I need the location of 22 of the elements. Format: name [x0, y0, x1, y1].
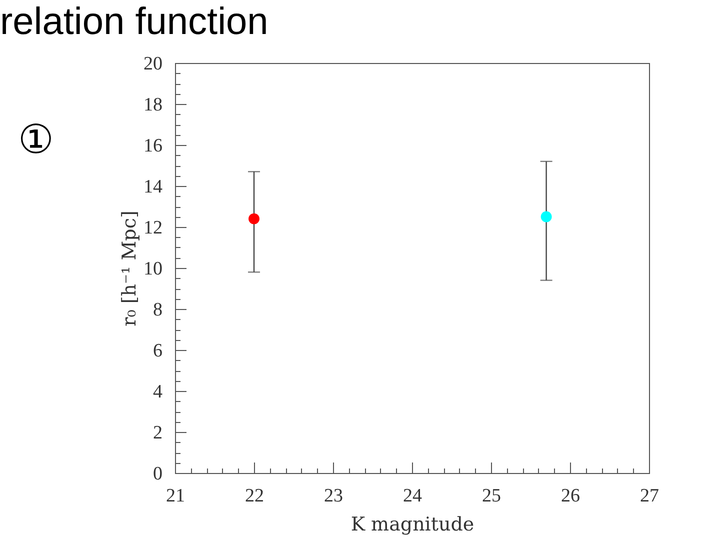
- y-tick-label: 4: [153, 382, 163, 402]
- y-tick-label: 2: [153, 422, 162, 444]
- y-axis-title: r₀ [h⁻¹ Mpc]: [118, 210, 140, 326]
- x-tick-label: 26: [561, 486, 580, 506]
- x-tick-label: 22: [245, 486, 264, 506]
- chart-title: relation function: [0, 1, 268, 44]
- x-tick-label: 25: [482, 486, 501, 506]
- x-tick-label: 24: [403, 486, 422, 506]
- y-tick-label: 12: [144, 218, 162, 238]
- y-tick-label: 14: [144, 176, 163, 198]
- y-tick-label: 0: [153, 464, 162, 484]
- y-tick-label: 16: [144, 136, 162, 156]
- x-tick-label: 21: [166, 486, 185, 506]
- text: ①: [18, 118, 54, 162]
- x-tick-label: 27: [640, 486, 659, 506]
- y-tick-label: 6: [153, 340, 162, 362]
- y-tick-label: 8: [153, 300, 162, 320]
- y-tick-label: 10: [144, 258, 162, 280]
- y-tick-label: 20: [144, 54, 162, 74]
- x-axis-title: K magnitude: [350, 514, 474, 536]
- x-tick-label: 23: [324, 486, 343, 506]
- y-tick-label: 18: [144, 94, 162, 116]
